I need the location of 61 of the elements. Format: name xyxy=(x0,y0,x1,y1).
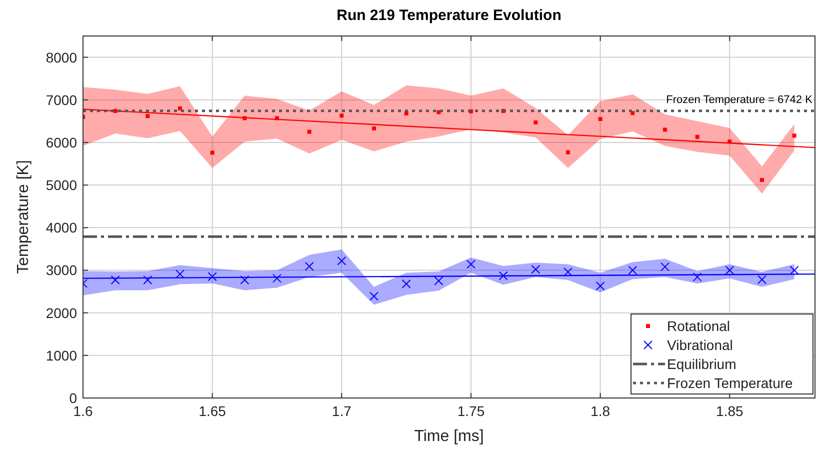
point xyxy=(372,126,376,130)
point xyxy=(436,110,441,114)
point xyxy=(178,106,182,110)
point xyxy=(143,276,152,285)
point xyxy=(337,256,346,266)
y-tick-label: 5000 xyxy=(46,177,78,194)
y-tick-label: 4000 xyxy=(46,220,78,236)
point xyxy=(760,178,764,182)
y-tick-label: 1000 xyxy=(46,347,78,364)
point xyxy=(340,114,344,118)
chart-title: Run 219 Temperature Evolution xyxy=(336,7,562,24)
point xyxy=(466,260,476,269)
y-tick-label: 3000 xyxy=(46,262,78,278)
point xyxy=(598,117,602,122)
x-tick-label: 1.65 xyxy=(198,403,226,419)
point xyxy=(534,120,538,124)
y-tick-label: 7000 xyxy=(46,92,78,108)
point xyxy=(208,272,217,282)
point xyxy=(695,134,700,139)
point xyxy=(792,134,796,138)
point xyxy=(628,266,638,275)
point xyxy=(757,275,766,284)
legend-label: Vibrational xyxy=(667,337,733,353)
point xyxy=(304,262,314,271)
point xyxy=(110,276,120,285)
point xyxy=(660,262,670,272)
x-tick-label: 1.85 xyxy=(716,403,744,419)
point xyxy=(566,150,570,154)
point xyxy=(272,274,282,283)
legend-label: Rotational xyxy=(667,318,730,334)
y-tick-label: 8000 xyxy=(46,49,78,66)
point xyxy=(630,111,635,116)
point xyxy=(498,271,508,280)
x-tick-label: 1.6 xyxy=(73,403,93,419)
point xyxy=(662,128,667,132)
legend-label: Frozen Temperature xyxy=(667,375,794,391)
point xyxy=(790,266,799,275)
point xyxy=(434,276,444,286)
point xyxy=(210,150,214,155)
annotation: Frozen Temperature = 6742 K xyxy=(666,94,814,106)
point xyxy=(402,279,411,288)
point xyxy=(307,130,312,134)
point xyxy=(563,267,572,276)
point xyxy=(146,114,150,118)
y-tick-label: 0 xyxy=(69,390,78,406)
y-tick-label: 6000 xyxy=(46,134,78,150)
y-axis-title: Temperature [K] xyxy=(15,160,32,274)
point xyxy=(369,292,378,301)
x-axis-title: Time [ms] xyxy=(414,428,484,445)
x-tick-label: 1.7 xyxy=(332,403,352,419)
point xyxy=(240,276,250,285)
x-tick-label: 1.8 xyxy=(590,403,610,419)
point xyxy=(692,272,702,282)
legend-label: Equilibrium xyxy=(667,356,736,372)
point xyxy=(531,264,540,274)
point xyxy=(725,266,734,275)
point xyxy=(175,270,184,279)
y-tick-label: 2000 xyxy=(46,304,78,321)
point xyxy=(404,112,408,116)
point xyxy=(596,281,605,290)
x-tick-label: 1.75 xyxy=(457,403,485,419)
